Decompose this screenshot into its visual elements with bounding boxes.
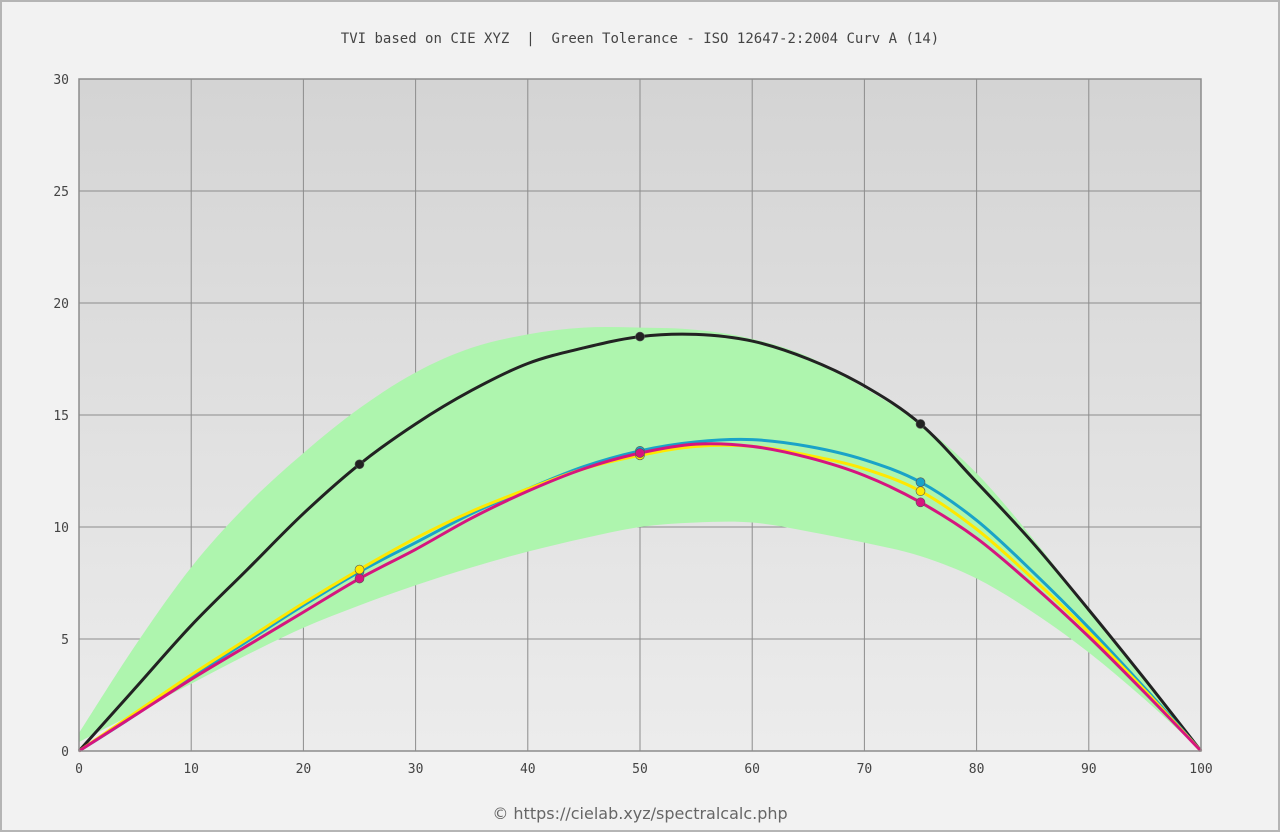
series-point-3 [354, 573, 365, 584]
y-tick-label: 25 [53, 185, 69, 200]
x-tick-label: 20 [296, 762, 312, 777]
x-tick-label: 70 [857, 762, 873, 777]
x-tick-label: 90 [1081, 762, 1097, 777]
series-point-2 [354, 564, 365, 575]
x-tick-label: 40 [520, 762, 536, 777]
x-tick-label: 10 [183, 762, 199, 777]
y-tick-label: 5 [61, 633, 69, 648]
tolerance-band [79, 327, 1201, 751]
y-tick-label: 20 [53, 297, 69, 312]
x-tick-label: 50 [632, 762, 648, 777]
y-tick-label: 30 [53, 73, 69, 88]
plot-border [78, 78, 1202, 752]
series-point-2 [915, 486, 926, 496]
x-tick-label: 30 [408, 762, 424, 777]
y-tick-label: 10 [53, 521, 69, 536]
chart-title: TVI based on CIE XYZ | Green Tolerance -… [340, 31, 940, 47]
series-point-0 [915, 419, 926, 429]
series-layer [77, 331, 1203, 753]
series-point-3 [915, 497, 926, 508]
x-tick-label: 60 [744, 762, 760, 777]
copyright-footer: © https://cielab.xyz/spectralcalc.php [492, 804, 788, 823]
series-point-0 [635, 331, 645, 342]
x-tick-label: 100 [1189, 762, 1212, 777]
y-tick-label: 15 [53, 409, 69, 424]
series-point-1 [915, 477, 926, 488]
axis-layer: 0 10 20 30 40 50 60 70 80 90 100 0 5 10 15 20 25 30 [53, 73, 1212, 777]
series-point-0 [354, 459, 365, 470]
series-point-3 [635, 448, 645, 458]
y-tick-label: 0 [61, 745, 69, 760]
x-tick-label: 0 [75, 762, 83, 777]
tolerance-band-layer [79, 327, 1201, 751]
x-tick-label: 80 [969, 762, 985, 777]
